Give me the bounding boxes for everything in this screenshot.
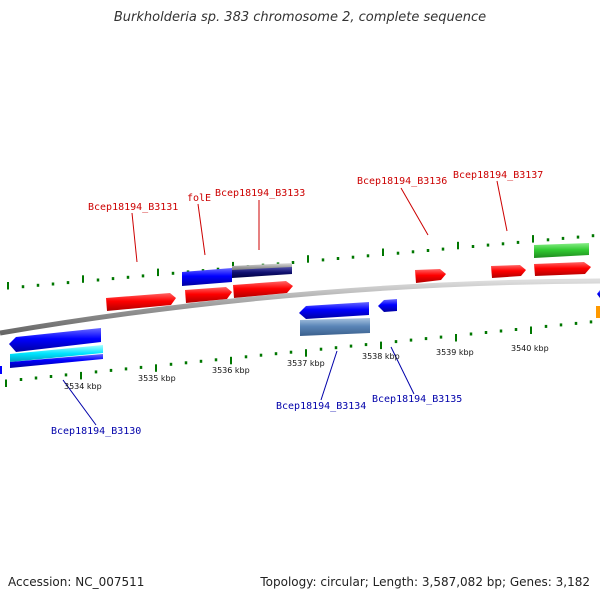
label-bcep18194-b3131[interactable]: Bcep18194_B3131 (88, 202, 178, 213)
kbp-label-3534: 3534 kbp (64, 382, 102, 391)
kbp-label-3540: 3540 kbp (511, 344, 549, 353)
gene-navy-lower[interactable] (10, 354, 103, 368)
gene-orange-edge[interactable] (596, 306, 600, 318)
topology-summary: Topology: circular; Length: 3,587,082 bp… (260, 575, 590, 589)
backbone-line (0, 278, 600, 336)
gene-steel-blue[interactable] (300, 318, 370, 336)
gene-fole[interactable] (185, 287, 232, 303)
upper-tick-row (7, 234, 595, 290)
kbp-label-3537: 3537 kbp (287, 359, 325, 368)
lower-tick-row (5, 320, 593, 387)
label-bcep18194-b3133[interactable]: Bcep18194_B3133 (215, 188, 305, 199)
gene-bcep18194-b3136[interactable] (415, 269, 446, 283)
gene-forward-right-edge[interactable] (534, 262, 591, 276)
gene-reverse-right-edge[interactable] (597, 290, 600, 298)
gene-bcep18194-b3131[interactable] (106, 293, 176, 311)
kbp-label-3538: 3538 kbp (362, 352, 400, 361)
label-leader-lines (62, 180, 508, 426)
kbp-label-3539: 3539 kbp (436, 348, 474, 357)
accession-text: Accession: NC_007511 (8, 575, 145, 589)
label-bcep18194-b3135[interactable]: Bcep18194_B3135 (372, 394, 462, 405)
gene-bcep18194-b3135[interactable] (378, 299, 397, 312)
map-title: Burkholderia sp. 383 chromosome 2, compl… (113, 10, 487, 25)
kbp-label-3535: 3535 kbp (138, 374, 176, 383)
gene-bcep18194-b3130[interactable] (9, 328, 101, 352)
kbp-label-3536: 3536 kbp (212, 366, 250, 375)
rna-gene-green[interactable] (534, 243, 589, 258)
gene-cyan[interactable] (10, 345, 103, 362)
gene-bcep18194-b3133[interactable] (233, 281, 293, 298)
gene-misc-navy[interactable] (232, 267, 292, 278)
label-bcep18194-b3137[interactable]: Bcep18194_B3137 (453, 170, 543, 181)
label-bcep18194-b3130[interactable]: Bcep18194_B3130 (51, 426, 141, 437)
gene-bcep18194-b3134[interactable] (299, 302, 369, 319)
gene-reverse-upper[interactable] (182, 268, 232, 286)
gene-bcep18194-b3137[interactable] (491, 265, 526, 278)
label-bcep18194-b3134[interactable]: Bcep18194_B3134 (276, 401, 366, 412)
label-fole[interactable]: folE (187, 193, 211, 204)
gene-left-edge-fragment[interactable] (0, 366, 2, 374)
label-bcep18194-b3136[interactable]: Bcep18194_B3136 (357, 176, 447, 187)
